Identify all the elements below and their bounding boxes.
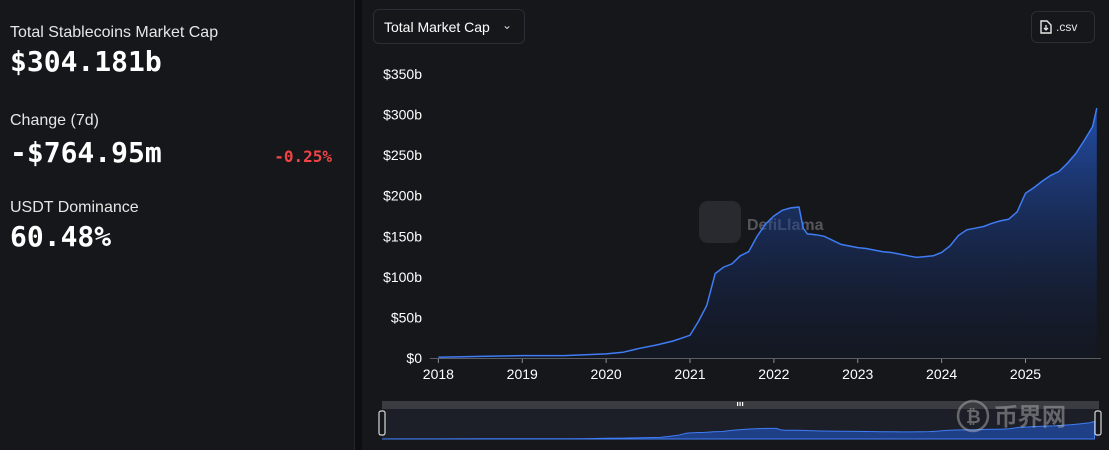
corner-watermark: ₿ 币界网 xyxy=(956,399,1066,433)
market-cap-chart: DefiLlama $0$50b$100b$150b$200b$250b$300… xyxy=(378,66,1102,440)
metric-select[interactable]: Total Market Cap ⌄ xyxy=(373,9,525,44)
x-tick-label: 2025 xyxy=(1010,366,1041,382)
x-tick-label: 2023 xyxy=(842,366,873,382)
stats-panel: Total Stablecoins Market Cap $304.181b C… xyxy=(0,0,355,450)
dominance-value: 60.48% xyxy=(10,220,112,253)
y-tick-label: $100b xyxy=(383,269,422,285)
corner-watermark-text: 币界网 xyxy=(994,404,1066,431)
y-tick-label: $150b xyxy=(383,228,422,244)
dominance-label: USDT Dominance xyxy=(10,199,139,216)
y-tick-label: $0 xyxy=(406,350,422,366)
x-tick-label: 2018 xyxy=(423,366,454,382)
coin-logo-glyph: ₿ xyxy=(966,407,981,427)
market-cap-area xyxy=(438,108,1097,358)
y-tick-label: $250b xyxy=(383,147,422,163)
x-tick-label: 2024 xyxy=(926,366,957,382)
csv-label: .csv xyxy=(1056,20,1078,34)
file-download-icon xyxy=(1040,20,1052,34)
range-slider[interactable] xyxy=(378,401,1102,440)
market-cap-line xyxy=(438,107,1098,358)
grip-icon[interactable] xyxy=(737,402,744,406)
change-label: Change (7d) xyxy=(10,112,99,129)
y-tick-label: $50b xyxy=(391,309,422,325)
slider-left-handle[interactable] xyxy=(378,410,386,436)
x-tick-label: 2020 xyxy=(591,366,622,382)
market-cap-label: Total Stablecoins Market Cap xyxy=(10,24,219,41)
chart-panel: Total Market Cap ⌄ .csv xyxy=(362,0,1109,450)
x-tick-label: 2019 xyxy=(507,366,538,382)
y-tick-label: $350b xyxy=(383,66,422,82)
csv-download-button[interactable]: .csv xyxy=(1031,11,1095,43)
metric-select-label: Total Market Cap xyxy=(384,19,490,35)
chevron-down-icon: ⌄ xyxy=(501,18,512,32)
coin-logo-icon xyxy=(956,399,990,433)
change-value: -$764.95m xyxy=(10,136,162,169)
y-tick-label: $300b xyxy=(383,107,422,123)
llama-logo-icon xyxy=(699,201,741,243)
market-cap-value: $304.181b xyxy=(10,45,162,78)
change-percent: -0.25% xyxy=(274,147,332,166)
slider-right-handle[interactable] xyxy=(1094,410,1102,436)
x-tick-label: 2022 xyxy=(758,366,789,382)
x-tick-label: 2021 xyxy=(674,366,705,382)
slider-preview-area xyxy=(381,420,1095,440)
y-tick-label: $200b xyxy=(383,188,422,204)
